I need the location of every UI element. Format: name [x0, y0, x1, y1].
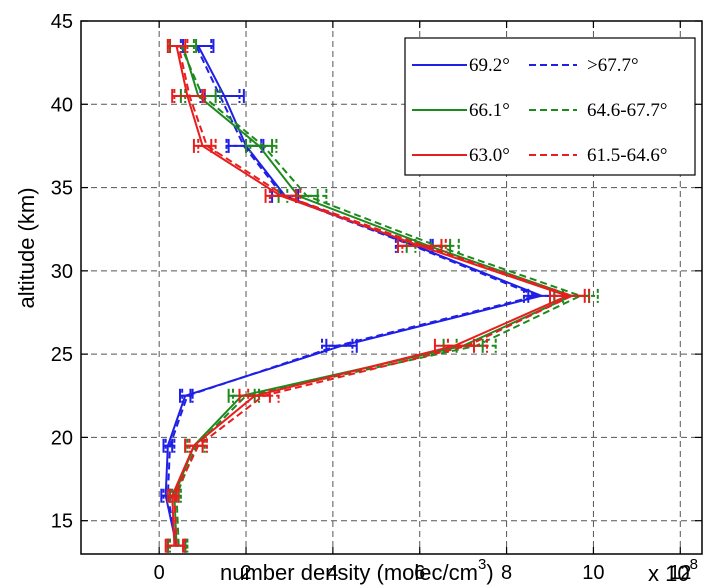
- error-bar: [169, 38, 189, 53]
- x-tick-label: 2: [240, 562, 251, 584]
- legend-label: 64.6-67.7°: [587, 100, 667, 121]
- error-bar: [321, 338, 354, 353]
- series-6: [166, 38, 591, 553]
- x-exponent-prefix: x 10: [648, 561, 690, 585]
- error-bar: [446, 338, 489, 353]
- x-tick-label: 10: [582, 562, 604, 584]
- y-tick-label: 20: [51, 427, 73, 449]
- x-tick-label: 6: [414, 562, 425, 584]
- x-exponent-power: 8: [690, 556, 698, 573]
- legend-box: [404, 37, 696, 176]
- x-tick-label: 4: [327, 562, 338, 584]
- legend-label: 69.2°: [469, 55, 510, 76]
- x-tick-label: 8: [501, 562, 512, 584]
- legend-label: 63.0°: [469, 145, 510, 166]
- y-tick-label: 35: [51, 178, 73, 200]
- error-bar: [164, 438, 176, 453]
- error-bar: [249, 138, 278, 153]
- series-line: [166, 45, 541, 546]
- x-axis-label-superscript: 3: [478, 556, 486, 573]
- error-bar: [173, 88, 206, 103]
- y-tick-label: 45: [51, 11, 73, 33]
- error-bar: [401, 238, 447, 253]
- legend: 69.2° >67.7° 66.1° 64.6-67.7° 63.0° 61.5-64.6…: [404, 37, 696, 176]
- series-line: [173, 45, 575, 546]
- error-bar: [188, 438, 208, 453]
- x-axis-label-text: number density (molec/cm: [220, 560, 478, 585]
- x-exponent: x 108: [648, 556, 698, 585]
- error-bar: [268, 188, 302, 203]
- y-tick-label: 40: [51, 94, 73, 116]
- y-tick-label: 30: [51, 261, 73, 283]
- x-axis-label-close: ): [486, 560, 493, 585]
- x-tick-label: 12: [669, 562, 691, 584]
- error-bar: [166, 538, 187, 553]
- series-layer: [160, 38, 599, 553]
- error-bar: [169, 488, 180, 503]
- plot-frame: [80, 20, 703, 555]
- x-tick-label: 0: [154, 562, 165, 584]
- error-bar: [197, 138, 217, 153]
- legend-label: 61.5-64.6°: [587, 145, 667, 166]
- legend-label: >67.7°: [587, 55, 639, 76]
- y-axis-label: altitude (km): [14, 187, 39, 308]
- error-bar: [553, 288, 591, 303]
- y-tick-label: 15: [51, 511, 73, 533]
- error-bar: [181, 388, 194, 403]
- y-tick-label: 25: [51, 344, 73, 366]
- error-bar: [247, 388, 280, 403]
- x-axis-label: number density (molec/cm3): [220, 556, 494, 585]
- ticks: 0 2 4 6 8 10 12 15 20 25 30 35 40 45: [51, 11, 702, 584]
- legend-label: 66.1°: [469, 100, 510, 121]
